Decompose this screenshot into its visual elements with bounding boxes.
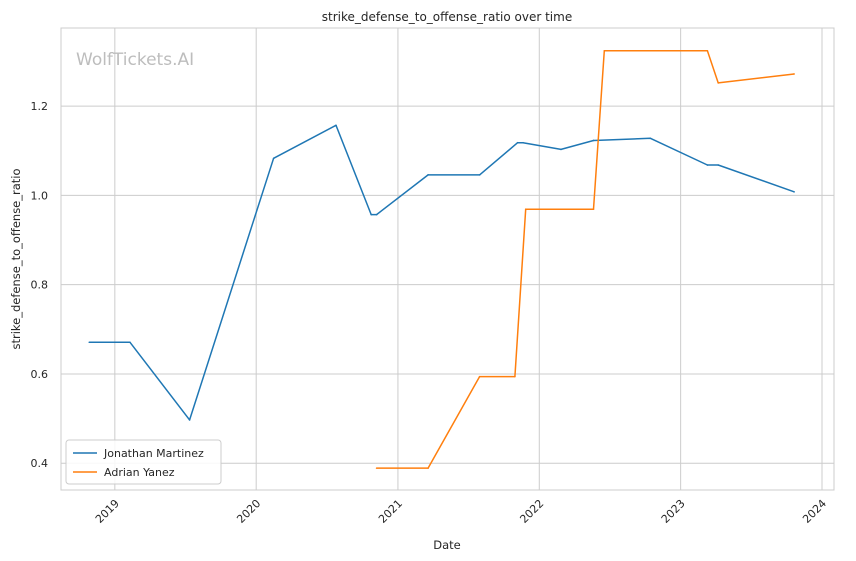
data-point-adrian-yanez: [514, 375, 516, 378]
data-point-adrian-yanez: [592, 208, 595, 211]
data-point-jonathan-martinez: [522, 141, 524, 144]
data-point-jonathan-martinez: [516, 141, 519, 144]
data-point-jonathan-martinez: [335, 124, 337, 127]
x-tick-label: 2024: [800, 497, 829, 526]
x-tick-labels: 2019 2020 2021 2022 2023 2024: [93, 497, 829, 526]
x-tick-label: 2021: [376, 497, 405, 526]
data-point-jonathan-martinez: [370, 213, 373, 216]
legend-box: [65, 439, 222, 485]
series-line-adrian-yanez: [376, 50, 795, 469]
legend-label-adrian-yanez: Adrian Yanez: [104, 466, 175, 479]
series-lines: [88, 49, 795, 469]
data-point-jonathan-martinez: [427, 174, 429, 176]
legend: Jonathan Martinez Adrian Yanez: [65, 439, 222, 485]
data-point-jonathan-martinez: [560, 148, 562, 151]
data-point-jonathan-martinez: [88, 341, 91, 344]
legend-label-jonathan-martinez: Jonathan Martinez: [103, 447, 204, 460]
data-point-jonathan-martinez: [592, 139, 595, 142]
data-point-adrian-yanez: [706, 49, 709, 52]
plot-area: [60, 27, 835, 491]
watermark: WolfTickets.AI: [76, 50, 194, 70]
data-point-adrian-yanez: [478, 375, 481, 378]
x-tick-label: 2023: [659, 497, 688, 526]
x-tick-label: 2020: [234, 497, 263, 526]
data-point-jonathan-martinez: [129, 341, 131, 344]
x-axis-title: Date: [433, 538, 461, 552]
data-point-jonathan-martinez: [706, 164, 709, 166]
y-tick-label: 0.8: [31, 279, 49, 292]
data-point-adrian-yanez: [603, 49, 606, 52]
y-tick-label: 0.4: [31, 457, 49, 470]
data-point-adrian-yanez: [717, 82, 720, 84]
y-tick-labels: 0.4 0.6 0.8 1.0 1.2: [31, 100, 49, 470]
data-point-jonathan-martinez: [478, 174, 481, 176]
data-point-jonathan-martinez: [649, 137, 652, 140]
data-point-jonathan-martinez: [793, 191, 795, 193]
data-point-jonathan-martinez: [272, 157, 275, 160]
data-point-adrian-yanez: [793, 73, 795, 75]
data-point-adrian-yanez: [427, 467, 429, 469]
x-tick-label: 2019: [93, 497, 122, 526]
data-point-jonathan-martinez: [717, 164, 720, 166]
x-gridlines: [114, 28, 823, 490]
data-point-jonathan-martinez: [188, 419, 191, 421]
y-tick-label: 1.2: [31, 100, 49, 113]
data-point-adrian-yanez: [524, 208, 527, 211]
y-tick-label: 0.6: [31, 368, 49, 381]
data-point-jonathan-martinez: [375, 213, 378, 216]
chart-title: strike_defense_to_offense_ratio over tim…: [322, 10, 572, 24]
x-tick-label: 2022: [517, 497, 546, 526]
y-tick-label: 1.0: [31, 189, 49, 202]
data-point-adrian-yanez: [375, 467, 378, 469]
y-axis-title: strike_defense_to_offense_ratio: [9, 168, 23, 349]
